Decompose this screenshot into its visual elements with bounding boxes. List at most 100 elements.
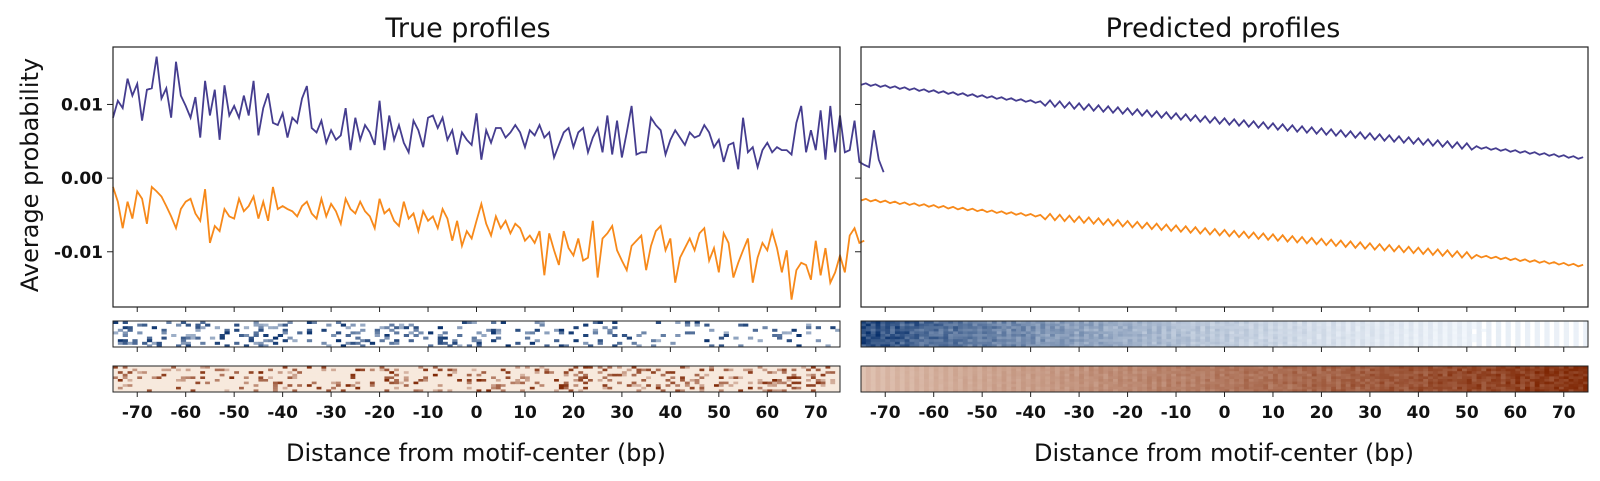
true-negative-heatmap-cell [655, 379, 662, 382]
true-negative-heatmap-cell [176, 386, 182, 390]
predicted-negative-heatmap-cell [1117, 384, 1124, 388]
predicted-negative-heatmap-cell [1209, 384, 1216, 388]
predicted-negative-heatmap-cell [1379, 381, 1385, 385]
predicted-negative-heatmap-cell [1316, 373, 1322, 377]
predicted-positive-heatmap-cell [1486, 326, 1492, 330]
predicted-negative-heatmap-cell [1088, 379, 1095, 382]
true-negative-heatmap-cell [302, 371, 308, 375]
true-positive-heatmap-cell [297, 331, 303, 335]
true-negative-heatmap-cell [384, 368, 390, 372]
true-negative-heatmap-cell [573, 366, 579, 369]
predicted-positive-heatmap-cell [1374, 336, 1380, 340]
predicted-positive-heatmap-cell [1374, 321, 1380, 324]
predicted-negative-heatmap-cell [1035, 381, 1041, 385]
true-negative-heatmap-cell [699, 376, 705, 380]
true-negative-heatmap-cell [612, 381, 618, 385]
predicted-negative-heatmap-cell [919, 373, 925, 377]
predicted-positive-heatmap-cell [1239, 344, 1245, 348]
predicted-negative-heatmap-cell [1457, 376, 1463, 380]
predicted-negative-heatmap-cell [1476, 371, 1482, 375]
predicted-positive-heatmap-cell [1297, 323, 1303, 327]
true-negative-heatmap-cell [801, 366, 807, 369]
predicted-negative-heatmap-cell [1544, 381, 1550, 385]
predicted-negative-heatmap-cell [1476, 384, 1482, 388]
predicted-negative-heatmap-cell [1287, 373, 1293, 377]
true-negative-heatmap-cell [660, 384, 666, 388]
predicted-positive-heatmap-cell [1176, 326, 1182, 330]
predicted-negative-heatmap-cell [1020, 381, 1027, 385]
true-negative-heatmap-cell [408, 386, 414, 390]
true-negative-heatmap-cell [733, 381, 739, 385]
true-negative-heatmap-cell [704, 366, 710, 369]
true-negative-heatmap-cell [253, 366, 259, 369]
predicted-positive-heatmap-cell [991, 341, 998, 345]
true-negative-heatmap-cell [709, 389, 715, 393]
predicted-positive-heatmap-cell [899, 334, 906, 337]
predicted-positive-heatmap-cell [899, 328, 906, 332]
true-negative-heatmap-cell [825, 384, 831, 388]
true-positive-heatmap-cell [195, 328, 201, 332]
true-negative-heatmap-cell [316, 366, 322, 369]
predicted-positive-heatmap-cell [1335, 326, 1342, 330]
true-positive-heatmap-cell [597, 321, 603, 324]
predicted-negative-heatmap-cell [1534, 376, 1540, 380]
predicted-positive-heatmap-cell [1030, 323, 1036, 327]
predicted-positive-heatmap-cell [1505, 334, 1511, 337]
true-negative-heatmap-cell [466, 366, 473, 369]
predicted-positive-heatmap-cell [1258, 331, 1264, 335]
predicted-negative-heatmap-cell [1282, 379, 1288, 382]
predicted-positive-heatmap-cell [1374, 326, 1380, 330]
predicted-negative-heatmap-cell [1122, 366, 1128, 369]
true-negative-heatmap-cell [263, 376, 269, 380]
true-positive-heatmap-cell [360, 344, 366, 348]
predicted-positive-heatmap-cell [1272, 328, 1279, 332]
true-negative-heatmap-cell [287, 384, 293, 388]
predicted-positive-heatmap-cell [1292, 339, 1298, 343]
true-positive-heatmap-cell [282, 331, 288, 335]
true-negative-heatmap-cell [243, 376, 250, 380]
predicted-negative-heatmap-cell [1491, 384, 1497, 388]
predicted-negative-heatmap-cell [1277, 371, 1284, 375]
true-negative-heatmap-cell [510, 386, 516, 390]
predicted-negative-heatmap-cell [1568, 381, 1574, 385]
true-positive-heatmap-cell [180, 339, 187, 343]
predicted-negative-heatmap-cell [1495, 379, 1502, 382]
predicted-positive-heatmap-cell [1398, 341, 1405, 345]
predicted-positive-heatmap-cell [1146, 321, 1153, 324]
predicted-negative-heatmap-cell [1432, 376, 1439, 380]
predicted-negative-heatmap-cell [1549, 366, 1555, 369]
true-negative-heatmap-cell [209, 373, 216, 377]
true-negative-heatmap-cell [311, 366, 317, 369]
true-positive-heatmap-cell [495, 336, 502, 340]
predicted-positive-heatmap-cell [1098, 328, 1104, 332]
predicted-negative-heatmap-cell [1355, 366, 1361, 369]
predicted-positive-heatmap-cell [1457, 344, 1463, 348]
predicted-positive-heatmap-cell [1423, 339, 1429, 343]
predicted-positive-heatmap-cell [1403, 321, 1410, 324]
predicted-negative-heatmap-cell [899, 389, 906, 393]
true-negative-heatmap-cell [573, 371, 579, 375]
predicted-positive-heatmap-cell [904, 321, 910, 324]
predicted-negative-heatmap-cell [1374, 389, 1380, 393]
true-negative-heatmap-cell [185, 368, 191, 372]
true-negative-heatmap-cell [253, 384, 259, 388]
true-negative-heatmap-cell [302, 384, 308, 388]
predicted-positive-heatmap-cell [1253, 323, 1259, 327]
predicted-negative-heatmap-cell [1321, 379, 1327, 382]
predicted-negative-heatmap-cell [928, 366, 935, 369]
predicted-negative-heatmap-cell [991, 376, 998, 380]
predicted-negative-heatmap-cell [890, 379, 896, 382]
true-negative-heatmap-cell [292, 386, 298, 390]
true-negative-heatmap-cell [345, 379, 351, 382]
true-negative-heatmap-cell [127, 389, 133, 393]
true-negative-heatmap-cell [500, 373, 506, 377]
x-tick-label: -50 [967, 403, 998, 423]
true-negative-heatmap-cell [452, 381, 458, 385]
predicted-negative-heatmap-cell [1316, 389, 1322, 393]
predicted-positive-heatmap-cell [1025, 321, 1032, 324]
predicted-negative-heatmap-cell [1253, 373, 1259, 377]
predicted-negative-heatmap-cell [1428, 376, 1434, 380]
true-negative-heatmap-cell [515, 371, 521, 375]
predicted-positive-heatmap-cell [1117, 321, 1124, 324]
true-positive-heatmap-cell [151, 341, 158, 345]
